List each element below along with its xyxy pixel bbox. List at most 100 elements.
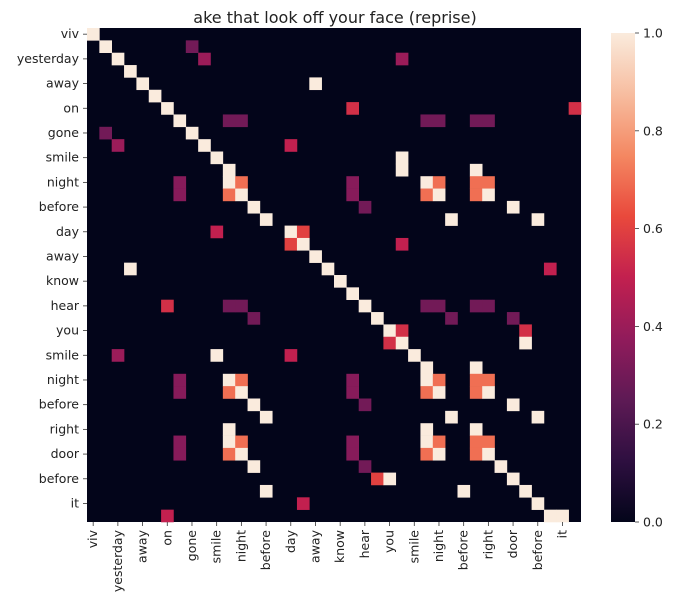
y-tick-label: night [47,372,79,387]
y-tick-label: before [39,471,80,486]
heatmap-cell [469,423,483,436]
heatmap-cell [235,386,248,399]
x-tick-label: you [382,530,397,553]
heatmap-cell [161,509,174,523]
colorbar-gradient [611,33,635,522]
heatmap-cell [395,237,409,251]
y-tick-label: yesterday [17,51,80,66]
y-tick-label: before [39,397,80,412]
heatmap-cell [198,52,211,66]
heatmap-cell [346,287,359,300]
heatmap-cell [469,435,483,449]
y-tick-label: gone [48,125,80,140]
heatmap-cell [99,40,112,53]
heatmap-cell [296,237,310,251]
colorbar-tick-label: 0.8 [643,123,663,138]
heatmap-cell [185,40,199,53]
heatmap-cell [469,386,483,399]
y-tick-label: before [39,199,80,214]
heatmap-cell [445,312,458,325]
heatmap-cell [432,435,446,449]
heatmap-cell [235,176,248,189]
heatmap-cell [173,176,187,189]
heatmap-cell [235,447,248,461]
x-axis: viv yesterday away on gone smile night before da… [85,522,569,592]
colorbar: 0.0 0.2 0.4 0.6 0.8 1.0 [611,26,663,530]
heatmap-cell [309,77,322,91]
colorbar-tick-label: 0.0 [643,515,663,530]
heatmap-cell [111,52,125,66]
heatmap-cell [420,435,434,449]
heatmap-cell [383,472,397,486]
heatmap-cell [198,139,211,152]
heatmap-cell [395,324,409,338]
heatmap-cell [222,188,236,202]
heatmap-cell [185,126,199,140]
heatmap-cell [469,163,483,177]
x-tick-label: gone [184,530,199,562]
heatmap-cell [99,126,112,140]
heatmap-cell [506,312,520,325]
heatmap-cell [395,336,409,350]
heatmap-cell [358,398,372,412]
x-tick-label: away [135,529,150,563]
x-tick-label: smile [209,530,224,564]
heatmap-cell [346,386,359,399]
heatmap-cell [346,102,359,115]
y-tick-label: door [51,446,80,461]
heatmap-cell [111,349,125,362]
x-tick-label: right [480,530,495,559]
heatmap-cell [371,472,384,486]
heatmap-cell [519,336,532,350]
heatmap-cell [235,373,248,387]
heatmap-cell [420,373,434,387]
heatmap-cell [432,114,446,128]
heatmap-cell [531,410,545,424]
y-tick-label: away [46,248,80,263]
x-tick-label: door [505,529,520,558]
plot-area [87,28,582,523]
heatmap-cell [420,361,434,375]
heatmap-cell [222,299,236,313]
heatmap-cell [235,188,248,202]
heatmap-cell [259,213,273,226]
y-tick-label: viv [61,26,80,41]
y-tick-label: smile [46,347,80,362]
heatmap-cell [334,275,347,288]
heatmap-cell [87,28,100,41]
heatmap-cell [346,447,359,461]
heatmap-cell [432,188,446,202]
heatmap-cell [222,423,236,436]
heatmap-cell [420,447,434,461]
x-tick-label: before [258,530,273,571]
heatmap-cell [482,447,495,461]
heatmap-cell [124,65,137,78]
x-tick-label: away [307,529,322,563]
chart-title: ake that look off your face (reprise) [193,8,476,27]
heatmap-cell [222,163,236,177]
heatmap-cell [210,349,224,362]
heatmap-cell [247,312,261,325]
heatmap-cell [284,237,298,251]
heatmap-cell [469,447,483,461]
y-tick-label: you [56,323,79,338]
x-tick-label: know [332,530,347,563]
heatmap-cell [482,386,495,399]
x-tick-label: on [159,530,174,546]
x-tick-label: before [530,530,545,571]
heatmap-cell [136,77,150,91]
heatmap-cell [469,114,483,128]
heatmap-cell [420,386,434,399]
heatmap-cell [506,472,520,486]
heatmap-cell [432,386,446,399]
colorbar-tick-label: 1.0 [643,26,663,41]
heatmap-cell [346,373,359,387]
x-tick-label: smile [406,530,421,564]
heatmap-cell [395,163,409,177]
heatmap-cell [173,373,187,387]
heatmap-cell [445,213,458,226]
heatmap-cell [420,114,434,128]
heatmap-cell [383,336,397,350]
heatmap-cell [296,225,310,239]
